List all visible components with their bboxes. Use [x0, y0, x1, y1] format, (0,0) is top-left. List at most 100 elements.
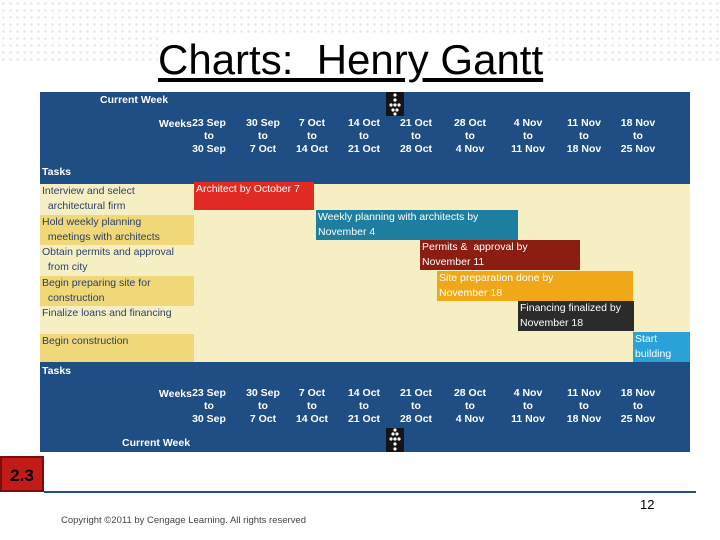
current-week-label-top: Current Week [100, 94, 169, 106]
tasks-label-bottom: Tasks [42, 365, 71, 377]
week-label-line: 25 Nov [620, 413, 656, 425]
top-week-3: 7 Oct to 14 Oct [287, 117, 337, 156]
task-bar-text: Start [635, 333, 658, 345]
week-label-line: to [258, 400, 268, 412]
footer-rule [44, 491, 696, 493]
section-badge: 2.3 [0, 456, 44, 492]
week-label-line: to [204, 130, 214, 142]
task-bar-text: November 18 [520, 317, 584, 329]
week-label-line: 7 Oct [298, 117, 326, 129]
tasks-label-top: Tasks [42, 166, 71, 178]
bottom-week-7: 4 Nov to 11 Nov [503, 387, 553, 426]
task-label-line: Obtain permits and approval [42, 246, 174, 258]
task-label-line: meetings with architects [42, 231, 160, 243]
task-bar-text: Weekly planning with architects by [318, 211, 479, 223]
bottom-week-9: 18 Nov to 25 Nov [613, 387, 663, 426]
week-label-line: 28 Oct [399, 143, 433, 155]
week-label-line: to [523, 130, 533, 142]
task-bar-text: Permits & approval by [422, 241, 528, 253]
weeks-header-bottom: Tasks Weeks Current Week 23 Sep to 30 Sep 3… [40, 362, 690, 452]
week-label-line: 4 Nov [455, 143, 485, 155]
top-week-8: 11 Nov to 18 Nov [559, 117, 609, 156]
week-label-line: to [411, 400, 421, 412]
task-bar-text: Architect by October 7 [196, 183, 300, 195]
week-label-line: 30 Sep [246, 387, 280, 399]
week-label-line: 14 Oct [295, 143, 329, 155]
current-week-marker-top [386, 92, 404, 116]
week-label-line: 28 Oct [453, 387, 487, 399]
weeks-label-top: Weeks [158, 118, 192, 130]
task-bar-text: Site preparation done by [439, 272, 554, 284]
task-bar-text: Financing finalized by [520, 302, 621, 314]
week-label-line: 11 Nov [567, 117, 601, 129]
week-label-line: to [579, 130, 589, 142]
task-bar-text: November 11 [422, 256, 485, 268]
week-label-line: to [359, 130, 369, 142]
week-label-line: 23 Sep [192, 117, 226, 129]
bottom-week-4: 14 Oct to 21 Oct [339, 387, 389, 426]
week-label-line: 14 Oct [347, 117, 381, 129]
task-bar-text: November 4 [318, 226, 376, 238]
week-label-line: 7 Oct [249, 413, 277, 425]
task-bar-text: building [635, 348, 672, 360]
copyright-notice: Copyright ©2011 by Cengage Learning. All… [61, 515, 306, 526]
week-label-line: 11 Nov [511, 143, 545, 155]
week-label-line: to [307, 400, 317, 412]
week-label-line: to [204, 400, 214, 412]
week-label-line: to [465, 400, 475, 412]
task-bar-2: Weekly planning with architects by Novemb… [316, 210, 518, 240]
task-row-4: Begin preparing site for construction [40, 276, 194, 306]
top-week-6: 28 Oct to 4 Nov [445, 117, 495, 156]
task-label-line: Finalize loans and financing [42, 307, 172, 319]
week-label-line: 25 Nov [620, 143, 656, 155]
week-label-line: to [523, 400, 533, 412]
week-label-line: 28 Oct [399, 413, 433, 425]
task-label-line: from city [42, 261, 88, 273]
top-week-7: 4 Nov to 11 Nov [503, 117, 553, 156]
bottom-week-5: 21 Oct to 28 Oct [391, 387, 441, 426]
week-label-line: 18 Nov [566, 143, 602, 155]
task-label-line: Interview and select [42, 185, 135, 197]
bottom-week-2: 30 Sep to 7 Oct [238, 387, 288, 426]
task-label-line: Hold weekly planning [42, 216, 142, 228]
task-bar-text: November 18 [439, 287, 503, 299]
week-label-line: 21 Oct [347, 143, 381, 155]
week-label-line: 18 Nov [620, 387, 656, 399]
task-row-6: Begin construction [40, 334, 194, 364]
weeks-header-top: Current Week Weeks Tasks 23 Sep to 30 Sep 3… [40, 92, 690, 184]
week-label-line: 7 Oct [249, 143, 277, 155]
week-label-line: 21 Oct [347, 413, 381, 425]
task-row-1: Interview and select architectural firm [40, 184, 194, 214]
task-bar-6: Start building [633, 332, 690, 362]
top-week-4: 14 Oct to 21 Oct [339, 117, 389, 156]
top-week-9: 18 Nov to 25 Nov [613, 117, 663, 156]
week-label-line: 21 Oct [399, 117, 433, 129]
week-label-line: to [359, 400, 369, 412]
week-label-line: 14 Oct [347, 387, 381, 399]
week-label-line: 21 Oct [399, 387, 433, 399]
week-label-line: 30 Sep [246, 117, 280, 129]
task-label-line: architectural firm [42, 200, 126, 212]
week-label-line: 4 Nov [513, 387, 543, 399]
task-bar-5: Financing finalized by November 18 [518, 301, 634, 331]
task-label-line: Begin construction [42, 335, 129, 347]
week-label-line: 30 Sep [192, 413, 226, 425]
task-row-3: Obtain permits and approval from city [40, 245, 194, 275]
week-label-line: 14 Oct [295, 413, 329, 425]
weeks-label-bottom: Weeks [158, 388, 192, 400]
slide-title: Charts: Henry Gantt [158, 36, 544, 84]
task-label-line: Begin preparing site for [42, 277, 151, 289]
task-bar-1: Architect by October 7 [194, 182, 314, 210]
week-label-line: to [258, 130, 268, 142]
week-label-line: 18 Nov [620, 117, 656, 129]
bottom-week-6: 28 Oct to 4 Nov [445, 387, 495, 426]
week-label-line: 23 Sep [192, 387, 226, 399]
task-label-line: construction [42, 292, 105, 304]
week-label-line: to [307, 130, 317, 142]
gantt-chart: Current Week Weeks Tasks 23 Sep to 30 Sep 3… [40, 92, 690, 452]
week-label-line: 11 Nov [567, 387, 601, 399]
task-bar-3: Permits & approval by November 11 [420, 240, 580, 270]
week-label-line: 11 Nov [511, 413, 545, 425]
week-label-line: to [465, 130, 475, 142]
top-week-5: 21 Oct to 28 Oct [391, 117, 441, 156]
